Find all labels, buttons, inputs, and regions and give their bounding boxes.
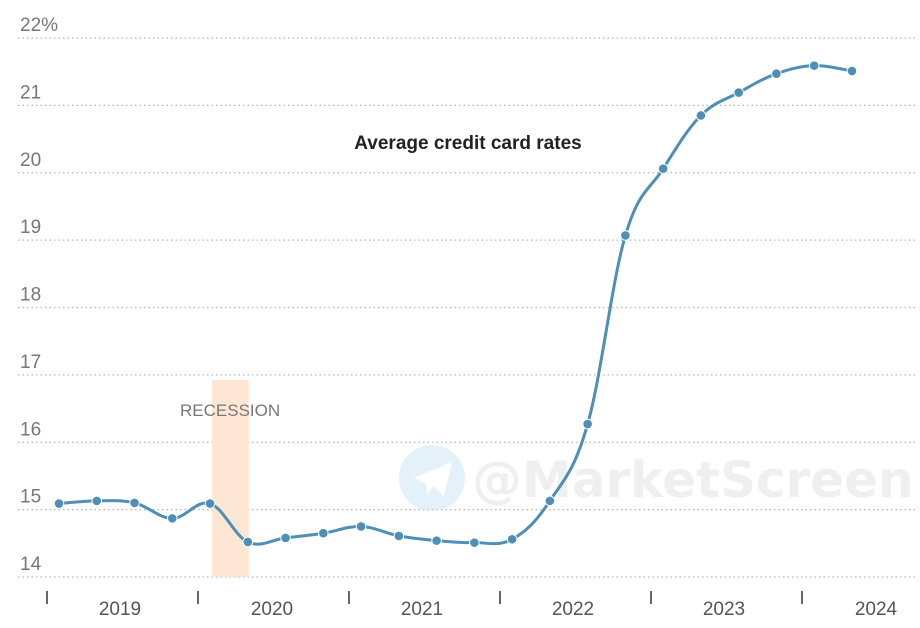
data-point bbox=[544, 495, 556, 507]
data-point bbox=[582, 418, 593, 430]
y-tick-label: 22% bbox=[20, 15, 58, 36]
gridlines bbox=[18, 37, 918, 578]
y-tick-label: 20 bbox=[20, 150, 41, 171]
x-tick-label: 2024 bbox=[855, 599, 898, 620]
y-tick-label: 17 bbox=[20, 352, 41, 373]
y-tick-label: 16 bbox=[20, 419, 41, 440]
x-axis: 2019 2020 2021 2022 2023 2024 bbox=[46, 591, 898, 620]
data-point bbox=[53, 498, 65, 509]
y-axis-tick-labels: 22% 21 20 19 18 17 16 15 14 bbox=[20, 15, 58, 575]
data-points bbox=[53, 60, 858, 548]
telegram-icon bbox=[399, 445, 465, 511]
data-point bbox=[657, 163, 669, 175]
recession-label: RECESSION bbox=[180, 401, 280, 420]
data-point bbox=[204, 498, 216, 509]
data-point bbox=[469, 537, 480, 548]
data-point bbox=[771, 68, 782, 80]
y-tick-label: 21 bbox=[20, 82, 41, 103]
recession-shading bbox=[212, 380, 249, 577]
x-tick-label: 2020 bbox=[251, 599, 293, 620]
x-tick-label: 2021 bbox=[401, 599, 443, 620]
chart-title: Average credit card rates bbox=[354, 133, 581, 154]
y-tick-label: 19 bbox=[20, 217, 41, 238]
y-tick-label: 14 bbox=[20, 554, 42, 575]
data-point bbox=[431, 535, 442, 546]
data-point bbox=[695, 110, 707, 121]
data-point bbox=[733, 87, 744, 98]
data-point bbox=[242, 536, 254, 548]
data-point bbox=[166, 513, 178, 524]
x-tick-label: 2023 bbox=[703, 599, 745, 620]
data-point bbox=[808, 60, 820, 71]
data-point bbox=[280, 532, 291, 544]
data-point bbox=[846, 65, 858, 77]
watermark-text: @MarketScreen bbox=[472, 451, 914, 509]
data-point bbox=[355, 521, 367, 532]
x-tick-label: 2022 bbox=[552, 599, 594, 620]
data-point bbox=[620, 230, 631, 241]
data-point bbox=[129, 497, 140, 509]
recession-band: RECESSION bbox=[180, 380, 280, 577]
y-tick-label: 15 bbox=[20, 487, 41, 508]
data-point bbox=[506, 533, 518, 545]
data-point bbox=[91, 495, 103, 507]
watermark: @MarketScreen bbox=[399, 445, 914, 511]
y-tick-label: 18 bbox=[20, 285, 41, 306]
x-tick-label: 2019 bbox=[99, 599, 141, 620]
data-point bbox=[393, 530, 405, 542]
data-point bbox=[318, 527, 329, 539]
